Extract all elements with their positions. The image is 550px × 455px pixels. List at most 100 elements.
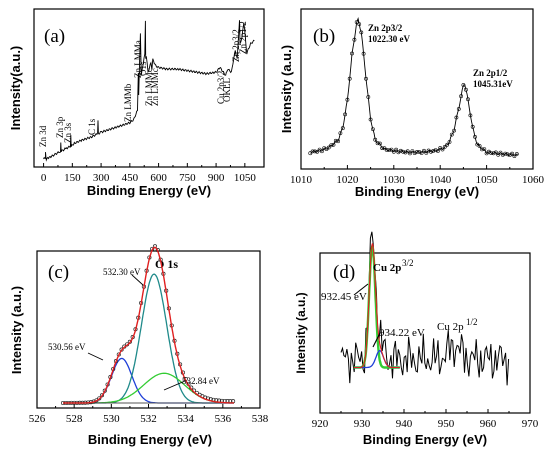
data-point — [350, 51, 354, 56]
data-point — [408, 151, 412, 156]
data-point — [366, 95, 371, 99]
arrow-c-530 — [87, 352, 104, 361]
data-point — [503, 151, 508, 156]
data-point — [424, 150, 429, 155]
ann-zn-lmmc-2: Zn LMMc — [150, 68, 160, 106]
panel-b-ylabel: Intensity (a.u.) — [279, 45, 294, 133]
data-point — [468, 113, 473, 118]
panel-c-label: (c) — [48, 262, 69, 283]
x-tick-label: 950 — [438, 418, 455, 430]
x-tick-label: 526 — [29, 413, 46, 425]
data-point — [463, 87, 468, 92]
x-tick-label: 1040 — [429, 174, 452, 186]
data-point — [428, 149, 433, 154]
data-point — [352, 37, 357, 42]
data-point — [389, 147, 394, 152]
panel-b-label: (b) — [313, 26, 335, 47]
data-point — [319, 149, 324, 154]
x-tick-label: 150 — [64, 172, 81, 184]
panel-a-xlabel: Binding Energy (eV) — [87, 183, 211, 198]
panel-a-label: (a) — [44, 26, 65, 47]
arrow-c-532-30 — [131, 274, 144, 286]
arrow-d-932 — [353, 283, 369, 296]
data-point — [373, 137, 378, 142]
data-point — [308, 151, 313, 156]
data-point — [380, 146, 385, 151]
data-point — [391, 149, 396, 154]
ann-b-1022: 1022.30 eV — [368, 34, 410, 44]
data-point — [498, 150, 503, 155]
panel-b-frame — [300, 8, 534, 170]
data-point — [422, 148, 426, 153]
data-point — [329, 143, 334, 148]
data-point — [315, 149, 320, 154]
x-tick-label: 1050 — [234, 172, 257, 184]
x-tick-label: 450 — [122, 172, 139, 184]
x-tick-label: 920 — [312, 418, 329, 430]
data-point — [480, 147, 484, 152]
ann-c-532-84: 532.84 eV — [182, 376, 220, 386]
data-point — [512, 154, 517, 159]
data-point — [514, 152, 519, 156]
ann-b-zn2p32: Zn 2p3/2 — [368, 23, 403, 33]
data-point — [482, 147, 487, 152]
data-point — [445, 142, 450, 147]
data-point — [331, 142, 336, 147]
x-tick-label: 600 — [150, 172, 167, 184]
ann-zn-lmmb: Zn LMMb — [123, 83, 133, 122]
ann-b-zn2p12: Zn 2p1/2 — [473, 68, 508, 78]
data-point — [361, 51, 366, 56]
data-point — [435, 149, 440, 153]
panel-c-ticks: 526 528 530 532 534 536 538 — [29, 404, 269, 425]
x-tick-label: 532 — [140, 413, 157, 425]
panel-b-ticks: 1010 1020 1030 1040 1050 1060 — [290, 165, 545, 186]
data-point — [491, 151, 496, 156]
panel-c: (c) O 1s Binding Energy (eV) Intensity (… — [9, 244, 269, 447]
x-tick-label: 1060 — [522, 174, 545, 186]
ann-zn-lmmc-1: Zn LMMc — [144, 68, 154, 106]
ann-zn3d: Zn 3d — [38, 125, 48, 147]
data-point — [97, 396, 102, 401]
data-point — [377, 141, 382, 146]
panel-c-fit — [63, 246, 235, 404]
ann-d-sup-32: 3/2 — [402, 258, 414, 268]
data-point — [493, 150, 498, 155]
data-point — [452, 128, 457, 133]
ann-zn3s: Zn 3s — [63, 122, 73, 143]
data-point — [454, 115, 459, 120]
data-point — [354, 20, 359, 25]
data-point — [359, 30, 364, 35]
x-tick-label: 536 — [215, 413, 232, 425]
data-point — [384, 148, 389, 152]
data-point — [473, 134, 477, 139]
arrow-d-934 — [372, 332, 381, 348]
panel-d-xlabel: Binding Energy (eV) — [363, 432, 487, 447]
ann-d-932: 932.45 eV — [321, 291, 367, 303]
data-point — [461, 83, 466, 87]
panel-d-spectrum — [340, 231, 510, 386]
data-point — [449, 132, 454, 137]
panel-c-xlabel: Binding Energy (eV) — [88, 432, 212, 447]
data-point — [375, 141, 380, 146]
ann-zn3p: Zn 3p — [55, 116, 65, 138]
panel-d-label: (d) — [333, 262, 355, 283]
ann-zn-lmma: Zn LMMa — [133, 40, 143, 78]
arrow-c-532-84 — [163, 380, 186, 391]
data-point — [310, 149, 315, 154]
ann-c-532-30: 532.30 eV — [103, 267, 141, 277]
panel-c-title: O 1s — [155, 257, 178, 271]
panel-b-markers — [308, 20, 519, 159]
data-point — [433, 148, 438, 153]
data-point — [394, 147, 399, 152]
data-point — [326, 145, 331, 150]
data-point — [322, 146, 327, 151]
ann-d-cu2p-b: Cu 2p — [437, 321, 464, 333]
data-point — [447, 140, 452, 144]
panel-b-xlabel: Binding Energy (eV) — [355, 184, 479, 199]
panel-a-ticks: 0 150 300 450 600 750 900 1050 — [41, 163, 257, 184]
data-point — [410, 149, 415, 154]
x-tick-label: 970 — [522, 418, 539, 430]
data-point — [505, 152, 510, 157]
panel-a-frame — [33, 8, 265, 168]
